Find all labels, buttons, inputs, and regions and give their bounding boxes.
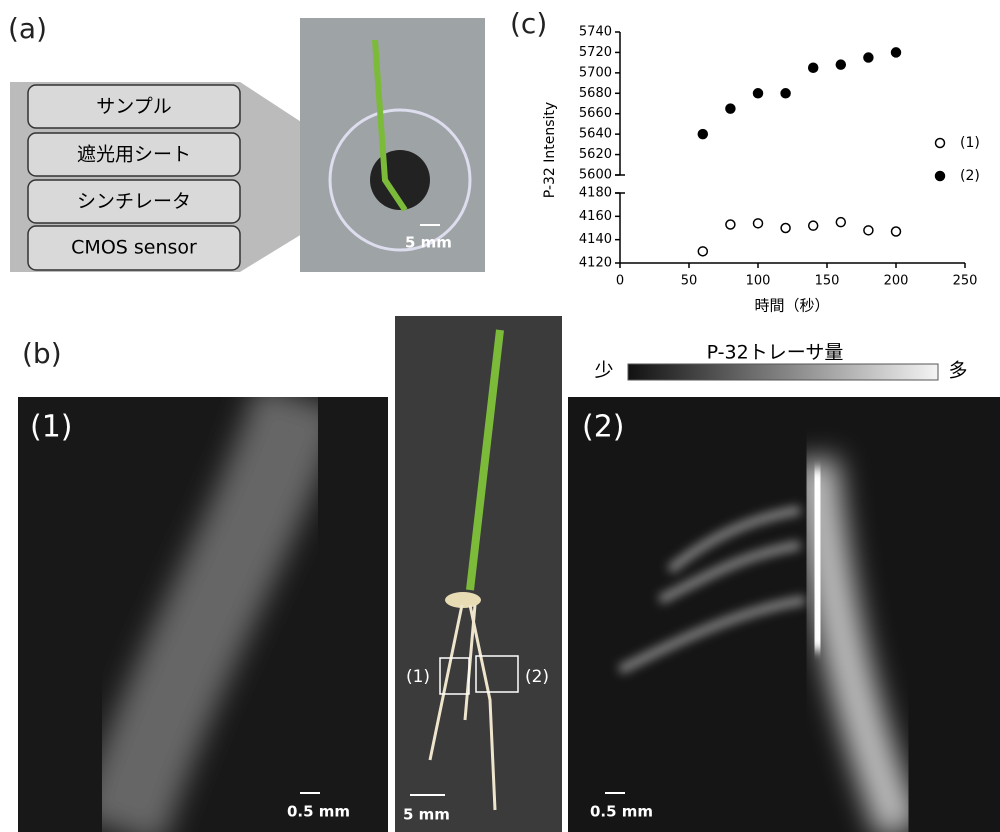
y-tick-label: 5600 bbox=[579, 168, 612, 183]
legend-marker bbox=[936, 172, 945, 181]
scale-label: 0.5 mm bbox=[287, 803, 350, 821]
x-axis-label: 時間（秒） bbox=[754, 297, 829, 315]
y-tick-label: 5740 bbox=[579, 25, 612, 40]
image-2 bbox=[568, 397, 1000, 832]
roi-label: (1) bbox=[406, 667, 430, 687]
image-label: (2) bbox=[582, 410, 625, 445]
legend-marker bbox=[936, 139, 945, 148]
colorbar-max: 多 bbox=[948, 360, 967, 382]
data-point bbox=[754, 89, 763, 98]
data-point bbox=[892, 48, 901, 57]
data-point bbox=[754, 219, 763, 228]
data-point bbox=[698, 247, 707, 256]
y-axis-label: P-32 Intensity bbox=[542, 102, 558, 198]
data-point bbox=[892, 227, 901, 236]
y-tick-label: 5660 bbox=[579, 106, 612, 121]
x-tick-label: 100 bbox=[746, 274, 771, 289]
data-point bbox=[836, 60, 845, 69]
y-tick-label: 5620 bbox=[579, 147, 612, 162]
legend-label: (2) bbox=[960, 168, 980, 184]
x-tick-label: 0 bbox=[616, 274, 624, 289]
legend-label: (1) bbox=[960, 135, 980, 151]
y-tick-label: 4120 bbox=[579, 256, 612, 271]
data-point bbox=[781, 89, 790, 98]
y-tick-label: 5640 bbox=[579, 127, 612, 142]
layer: 遮光用シート bbox=[77, 144, 191, 166]
setup-photo bbox=[300, 18, 485, 272]
image-label: (1) bbox=[30, 410, 73, 445]
y-tick-label: 5680 bbox=[579, 86, 612, 101]
roi-label: (2) bbox=[525, 667, 549, 687]
panel-label: (b) bbox=[22, 337, 62, 370]
figure: (a) サンプル 遮光用シート シンチレータ CMOS sensor 5 mm … bbox=[0, 0, 1000, 832]
scale-label: 5 mm bbox=[405, 234, 452, 252]
layer: サンプル bbox=[96, 96, 171, 118]
image-1 bbox=[18, 397, 388, 832]
y-tick-label: 5700 bbox=[579, 65, 612, 80]
scatter-chart: 5600 5620 5640 5660 5680 5700 5720 5740 4120 4140… bbox=[579, 25, 980, 289]
data-point bbox=[836, 218, 845, 227]
panel-label: (c) bbox=[510, 7, 547, 40]
data-point bbox=[809, 221, 818, 230]
y-tick-label: 5720 bbox=[579, 45, 612, 60]
scale-label: 5 mm bbox=[403, 806, 450, 824]
plant-photo bbox=[395, 316, 562, 832]
panel-label: (a) bbox=[8, 12, 47, 45]
data-point bbox=[864, 53, 873, 62]
colorbar-min: 少 bbox=[594, 360, 613, 382]
y-tick-label: 4160 bbox=[579, 209, 612, 224]
colorbar bbox=[628, 364, 938, 380]
layer: CMOS sensor bbox=[71, 237, 197, 259]
data-point bbox=[781, 224, 790, 233]
data-point bbox=[726, 104, 735, 113]
x-tick-label: 200 bbox=[884, 274, 909, 289]
colorbar-title: P-32トレーサ量 bbox=[707, 342, 844, 364]
y-tick-label: 4180 bbox=[579, 186, 612, 201]
y-tick-label: 4140 bbox=[579, 232, 612, 247]
scale-label: 0.5 mm bbox=[590, 803, 653, 821]
data-point bbox=[698, 130, 707, 139]
data-point bbox=[864, 226, 873, 235]
x-tick-label: 50 bbox=[681, 274, 698, 289]
data-point bbox=[809, 63, 818, 72]
x-tick-label: 250 bbox=[953, 274, 978, 289]
data-point bbox=[726, 220, 735, 229]
layer: シンチレータ bbox=[77, 191, 191, 213]
x-tick-label: 150 bbox=[815, 274, 840, 289]
